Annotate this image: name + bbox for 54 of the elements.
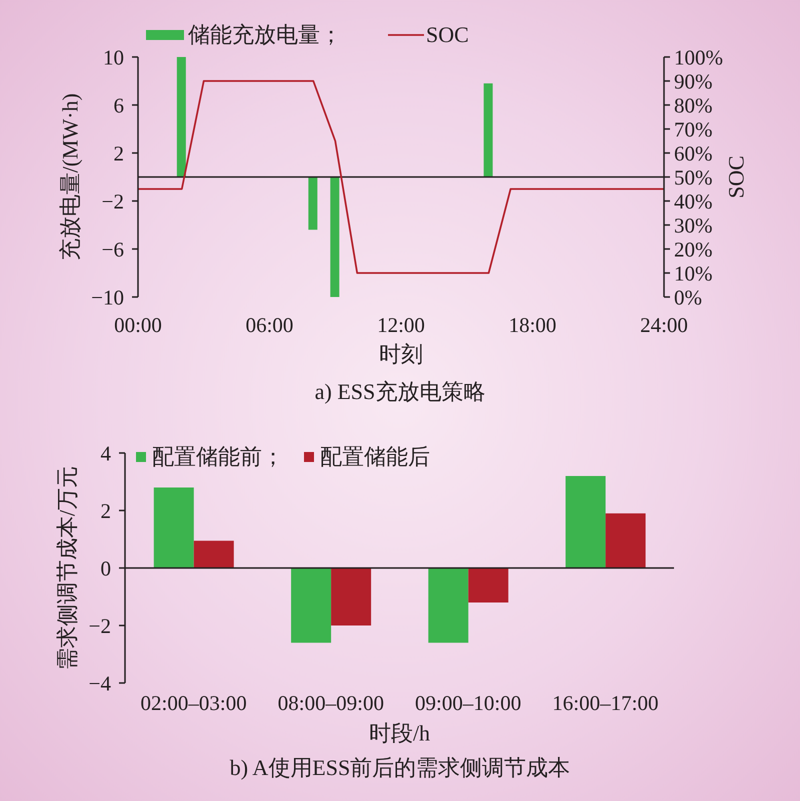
bar [194, 540, 234, 568]
bar [154, 488, 194, 568]
y2-tick-label: 60% [674, 141, 712, 166]
x-tick-label: 02:00–03:00 [140, 690, 247, 715]
x-axis-title: 时段/h [368, 720, 430, 746]
y-tick-label: 6 [114, 93, 124, 118]
bar [468, 568, 508, 602]
y-axis-title: 需求侧调节成本/万元 [54, 466, 80, 670]
x-tick-label: 08:00–09:00 [278, 690, 384, 715]
x-tick-label: 18:00 [508, 312, 556, 337]
bar [606, 513, 646, 568]
y-tick-label: −2 [88, 614, 111, 638]
y2-tick-label: 30% [674, 213, 712, 238]
y2-tick-label: 50% [674, 165, 712, 190]
y-tick-label: 2 [114, 141, 124, 166]
legend-label: SOC [426, 22, 469, 48]
bar [484, 83, 493, 177]
y-tick-label: −6 [102, 237, 124, 262]
x-tick-label: 16:00–17:00 [552, 690, 658, 715]
y2-tick-label: 20% [674, 237, 712, 262]
y2-axis-title: SOC [724, 156, 748, 198]
x-tick-label: 12:00 [377, 312, 425, 337]
y-tick-label: 10 [103, 45, 124, 70]
y2-tick-label: 90% [674, 69, 712, 94]
bar [291, 568, 332, 643]
x-tick-label: 06:00 [246, 312, 294, 337]
bar [428, 568, 468, 643]
bar [566, 476, 606, 568]
x-tick-label: 00:00 [114, 312, 162, 337]
legend-label: 配置储能前； [152, 443, 284, 471]
x-tick-label: 09:00–10:00 [415, 690, 522, 715]
x-tick-label: 24:00 [640, 312, 688, 337]
text: a) ESS充放电策略 [314, 379, 486, 405]
x-axis-title: 时刻 [379, 342, 423, 366]
legend-label: 储能充放电量； [188, 21, 342, 49]
y-tick-label: −10 [91, 285, 124, 310]
bar [330, 177, 340, 297]
y-tick-label: −4 [88, 671, 112, 696]
text: b) A使用ESS前后的需求侧调节成本 [228, 755, 572, 781]
y-tick-label: 2 [100, 498, 111, 523]
y-tick-label: −2 [102, 189, 124, 214]
y2-tick-label: 100% [674, 45, 723, 70]
y-axis-title: 充放电量/(MW·h) [58, 93, 82, 261]
y-tick-label: 4 [100, 441, 112, 466]
y2-tick-label: 70% [674, 117, 712, 142]
y2-tick-label: 40% [674, 189, 712, 214]
bar [176, 57, 186, 177]
y2-tick-label: 0% [674, 285, 702, 310]
y2-tick-label: 80% [674, 93, 712, 118]
bar [308, 177, 318, 230]
y2-tick-label: 10% [674, 261, 712, 286]
y-tick-label: 0 [100, 556, 111, 580]
legend-label: 配置储能后 [320, 443, 430, 471]
bar [331, 568, 372, 626]
